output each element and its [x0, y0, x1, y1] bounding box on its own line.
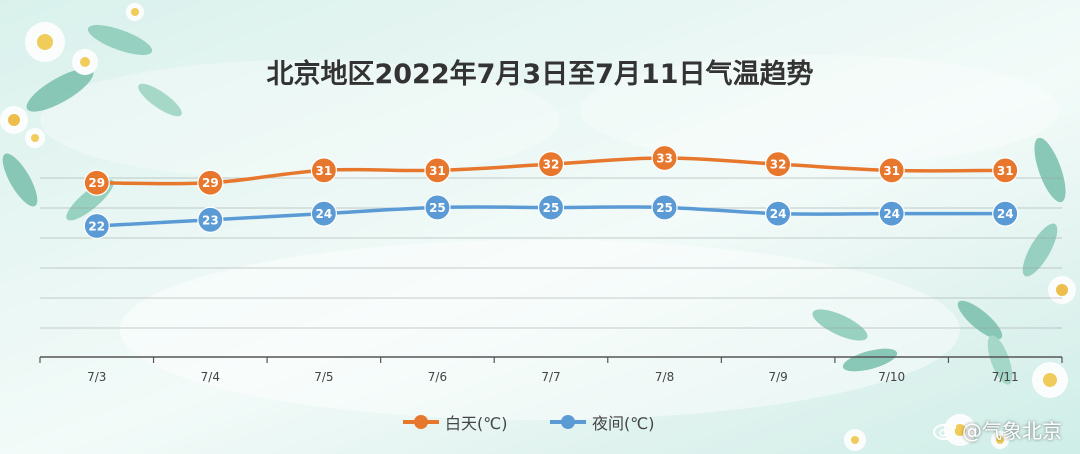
legend-night-label: 夜间(℃) — [592, 414, 655, 433]
data-label: 22 — [88, 220, 105, 234]
data-point — [310, 200, 337, 227]
x-tick-label: 7/4 — [201, 370, 220, 384]
data-label: 32 — [770, 158, 787, 172]
x-tick-label: 7/9 — [768, 370, 787, 384]
data-point — [424, 157, 451, 184]
data-label: 24 — [997, 207, 1014, 221]
data-label: 31 — [997, 164, 1014, 178]
legend-day-swatch — [403, 415, 439, 429]
x-tick-label: 7/6 — [428, 370, 447, 384]
x-axis: 7/3 7/4 7/5 7/6 7/7 7/8 7/9 7/10 7/11 — [39, 356, 1063, 384]
data-label: 25 — [656, 201, 673, 215]
data-label: 31 — [429, 164, 446, 178]
data-label: 32 — [543, 158, 560, 172]
data-point — [197, 206, 224, 233]
data-point — [537, 194, 565, 221]
x-tick-label: 7/5 — [314, 370, 333, 384]
data-point — [424, 194, 451, 221]
x-tick-label: 7/3 — [87, 370, 106, 384]
data-point — [992, 200, 1019, 227]
data-point — [83, 169, 110, 196]
data-label: 29 — [202, 176, 219, 190]
chart-title: 北京地区2022年7月3日至7月11日气温趋势 — [266, 59, 814, 90]
series-layer: 29 29 31 31 32 33 32 31 31 22 23 24 25 25 25 24 24 24 — [83, 144, 1019, 240]
data-label: 24 — [883, 207, 900, 221]
data-point — [310, 157, 337, 184]
data-label: 31 — [883, 164, 900, 178]
data-label: 25 — [543, 201, 560, 215]
data-point — [878, 157, 905, 184]
flower-decoration-top-left — [0, 3, 182, 221]
data-label: 25 — [429, 201, 446, 215]
data-point — [765, 200, 792, 227]
data-label: 24 — [770, 207, 787, 221]
data-point — [651, 194, 678, 221]
data-label: 23 — [202, 213, 219, 227]
legend-day-label: 白天(℃) — [445, 414, 508, 433]
x-tick-label: 7/7 — [541, 370, 560, 384]
data-point — [992, 157, 1019, 184]
data-point — [765, 151, 792, 178]
data-label: 29 — [88, 176, 105, 190]
data-label: 33 — [656, 152, 673, 166]
data-point — [83, 212, 110, 240]
flower-decoration-right — [812, 137, 1076, 451]
watermark-text: @气象北京 — [962, 419, 1062, 443]
legend-night-swatch — [550, 415, 586, 429]
x-tick-label: 7/10 — [878, 370, 905, 384]
weibo-watermark: @气象北京 — [932, 415, 1062, 444]
data-point — [878, 200, 905, 227]
x-tick-label: 7/11 — [992, 370, 1019, 384]
weibo-icon — [933, 420, 957, 440]
legend: 白天(℃) 夜间(℃) — [395, 407, 695, 437]
data-point — [197, 169, 224, 196]
data-label: 31 — [316, 164, 333, 178]
data-label: 24 — [316, 207, 333, 221]
data-point — [537, 151, 565, 178]
data-point — [651, 144, 678, 172]
legend-item-day: 白天(℃) — [403, 407, 507, 437]
x-tick-label: 7/8 — [655, 370, 674, 384]
legend-item-night: 夜间(℃) — [550, 407, 654, 437]
